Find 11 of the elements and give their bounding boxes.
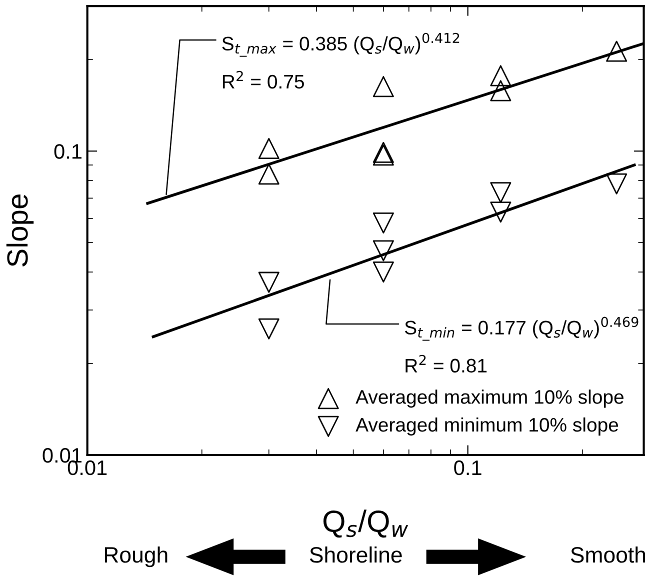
annotation: R$^{2}$ = 0.75 [222,70,304,89]
y-axis-title: Slope [6,194,34,267]
text: Rough [104,546,168,568]
annotation: S$_{t_min}$ = 0.177 (Q$_{s}$/Q$_{w}$)$^{0.469}$ [404,316,638,341]
annotation: R$^{2}$ = 0.81 [406,354,487,373]
text: Smooth [570,546,646,563]
text: Shoreline [310,546,402,563]
legend-label: Averaged minimum 10% slope [356,417,618,436]
annotation: S$_{t_max}$ = 0.385 (Q$_{s}$/Q$_{w}$)$^{0.412}$ [222,32,460,57]
legend-label: Averaged maximum 10% slope [356,390,624,408]
x-axis-title: Q$_{s}$/Q$_{w}$ [323,510,408,538]
